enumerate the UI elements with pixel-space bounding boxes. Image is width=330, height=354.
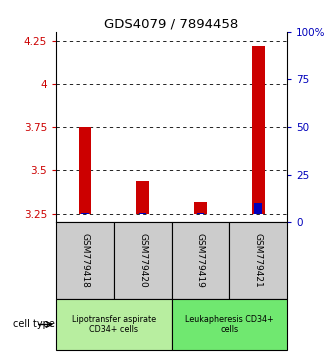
Bar (252, 46, 265, 214)
Bar (172, 222, 229, 298)
Bar (79, 127, 91, 214)
Bar (197, 213, 204, 214)
Text: GSM779421: GSM779421 (254, 233, 263, 288)
Bar (136, 181, 149, 214)
Bar (56, 222, 114, 298)
Text: GSM779418: GSM779418 (81, 233, 89, 288)
Bar (56, 298, 172, 350)
Text: cell type: cell type (13, 320, 55, 330)
Bar (194, 201, 207, 214)
Bar (139, 213, 147, 214)
Bar (229, 222, 287, 298)
Bar (254, 203, 262, 214)
Bar (172, 298, 287, 350)
Text: Lipotransfer aspirate
CD34+ cells: Lipotransfer aspirate CD34+ cells (72, 315, 156, 334)
Title: GDS4079 / 7894458: GDS4079 / 7894458 (105, 18, 239, 31)
Text: GSM779420: GSM779420 (138, 233, 147, 288)
Text: Leukapheresis CD34+
cells: Leukapheresis CD34+ cells (185, 315, 274, 334)
Text: GSM779419: GSM779419 (196, 233, 205, 288)
Bar (81, 213, 89, 214)
Bar (114, 222, 172, 298)
